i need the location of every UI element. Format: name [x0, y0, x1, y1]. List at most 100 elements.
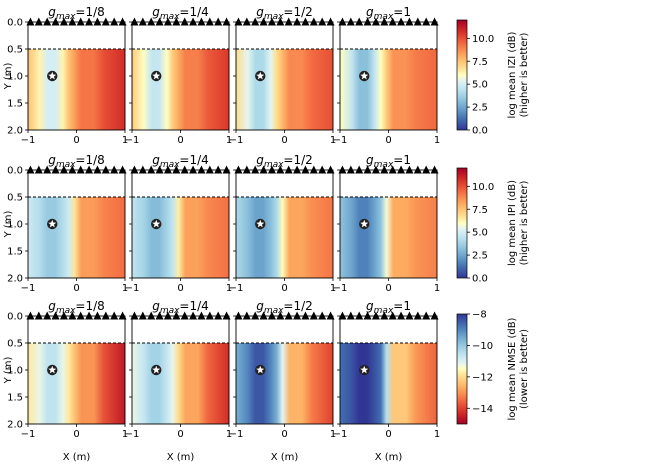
- speaker-marker: [301, 165, 310, 174]
- speaker-marker: [267, 311, 276, 320]
- heatmap-field: [340, 49, 437, 130]
- speaker-marker: [259, 165, 268, 174]
- speaker-marker: [380, 311, 389, 320]
- speaker-marker: [242, 165, 251, 174]
- colorbar-sublabel: (lower is better): [519, 329, 530, 409]
- speaker-marker: [405, 17, 414, 26]
- speaker-marker: [309, 165, 318, 174]
- x-tick-label: 0: [385, 283, 391, 294]
- x-tick-label: 1: [226, 283, 232, 294]
- speaker-marker: [205, 165, 214, 174]
- y-axis-label: Y (m): [3, 210, 14, 238]
- panel-title: gmax=1/8: [48, 299, 105, 316]
- speaker-marker: [397, 311, 406, 320]
- x-tick-label: 1: [122, 429, 128, 440]
- speaker-marker: [76, 165, 85, 174]
- x-axis-label: X (m): [375, 452, 403, 463]
- colorbar-label: log mean IZI (dB): [507, 31, 518, 118]
- speaker-marker: [147, 311, 156, 320]
- panel-title: gmax=1/2: [256, 299, 313, 316]
- speaker-marker: [68, 17, 77, 26]
- y-axis-label: Y (m): [3, 356, 14, 384]
- speaker-marker: [301, 311, 310, 320]
- speaker-marker: [413, 17, 422, 26]
- y-tick-label: 1.0: [7, 366, 23, 377]
- y-tick-label: 0.5: [7, 193, 23, 204]
- speaker-marker: [68, 165, 77, 174]
- heatmap-panel: gmax=1/4 −1 0 1: [125, 5, 233, 146]
- heatmap-field: [236, 197, 333, 278]
- x-tick-label: −1: [229, 283, 244, 294]
- speaker-marker: [180, 165, 189, 174]
- heatmap-panel: gmax=1/8 −1 0 1 0.0 0.5 1.0 1.5 2.0: [7, 299, 128, 440]
- heatmap-panel: gmax=1/2 −1 0 1: [229, 299, 337, 440]
- speaker-marker: [205, 17, 214, 26]
- colorbar-tick-label: 2.5: [472, 103, 488, 114]
- speaker-marker: [76, 311, 85, 320]
- target-star-marker: [152, 219, 161, 228]
- speaker-marker: [180, 17, 189, 26]
- heatmap-panel: gmax=1/8 −1 0 1 0.0 0.5 1.0 1.5 2.0: [7, 5, 128, 146]
- x-tick-label: 0: [281, 135, 287, 146]
- heatmap-field: [236, 49, 333, 130]
- x-tick-label: 1: [122, 135, 128, 146]
- y-tick-label: 0.0: [7, 312, 23, 323]
- speaker-marker: [318, 165, 327, 174]
- x-tick-label: 1: [226, 135, 232, 146]
- colorbar: [456, 313, 468, 425]
- x-axis-labels: X (m) X (m) X (m) X (m): [63, 452, 403, 463]
- x-tick-label: 0: [177, 283, 183, 294]
- speaker-marker: [363, 311, 372, 320]
- speaker-marker: [380, 17, 389, 26]
- x-tick-label: 0: [177, 429, 183, 440]
- x-tick-label: 0: [73, 135, 79, 146]
- heatmap-panel: gmax=1/4 −1 0 1: [125, 153, 233, 294]
- speaker-marker: [205, 311, 214, 320]
- speaker-marker: [301, 17, 310, 26]
- speaker-marker: [76, 17, 85, 26]
- speaker-marker: [284, 17, 293, 26]
- target-star-marker: [48, 219, 57, 228]
- speaker-marker: [422, 165, 431, 174]
- panel-title: gmax=1: [366, 5, 411, 22]
- y-tick-label: 0.5: [7, 45, 23, 56]
- x-tick-label: −1: [229, 135, 244, 146]
- speaker-marker: [93, 17, 102, 26]
- x-tick-label: 0: [73, 429, 79, 440]
- x-tick-label: 0: [281, 429, 287, 440]
- colorbar-tick-label: −12: [472, 372, 493, 383]
- speaker-marker: [259, 17, 268, 26]
- x-tick-label: 0: [385, 135, 391, 146]
- y-tick-label: 0.0: [7, 18, 23, 29]
- heatmap-field: [132, 343, 229, 424]
- speaker-marker: [251, 17, 260, 26]
- heatmap-panel: gmax=1/4 −1 0 1: [125, 299, 233, 440]
- speaker-marker: [413, 311, 422, 320]
- heatmap-panel: gmax=1 −1 0 1: [333, 153, 441, 294]
- speaker-marker: [51, 17, 60, 26]
- target-star-marker: [360, 365, 369, 374]
- colorbar-tick-label: 7.5: [472, 57, 488, 68]
- y-axis-labels: Y (m) Y (m) Y (m): [3, 62, 14, 384]
- speaker-marker: [214, 311, 223, 320]
- speaker-marker: [163, 311, 172, 320]
- speaker-marker: [293, 17, 302, 26]
- speaker-marker: [197, 311, 206, 320]
- speaker-marker: [355, 311, 364, 320]
- x-tick-label: 1: [434, 429, 440, 440]
- speaker-marker: [110, 17, 119, 26]
- speaker-marker: [101, 165, 110, 174]
- speaker-marker: [363, 17, 372, 26]
- speaker-marker: [172, 311, 181, 320]
- speaker-marker: [59, 17, 68, 26]
- speaker-marker: [110, 311, 119, 320]
- x-tick-label: 1: [330, 135, 336, 146]
- speaker-marker: [147, 17, 156, 26]
- target-star-marker: [152, 365, 161, 374]
- heatmap-field: [340, 343, 437, 424]
- colorbar-tick-label: −8: [472, 310, 487, 321]
- speaker-marker: [371, 17, 380, 26]
- target-star-marker: [152, 71, 161, 80]
- speaker-marker: [276, 17, 285, 26]
